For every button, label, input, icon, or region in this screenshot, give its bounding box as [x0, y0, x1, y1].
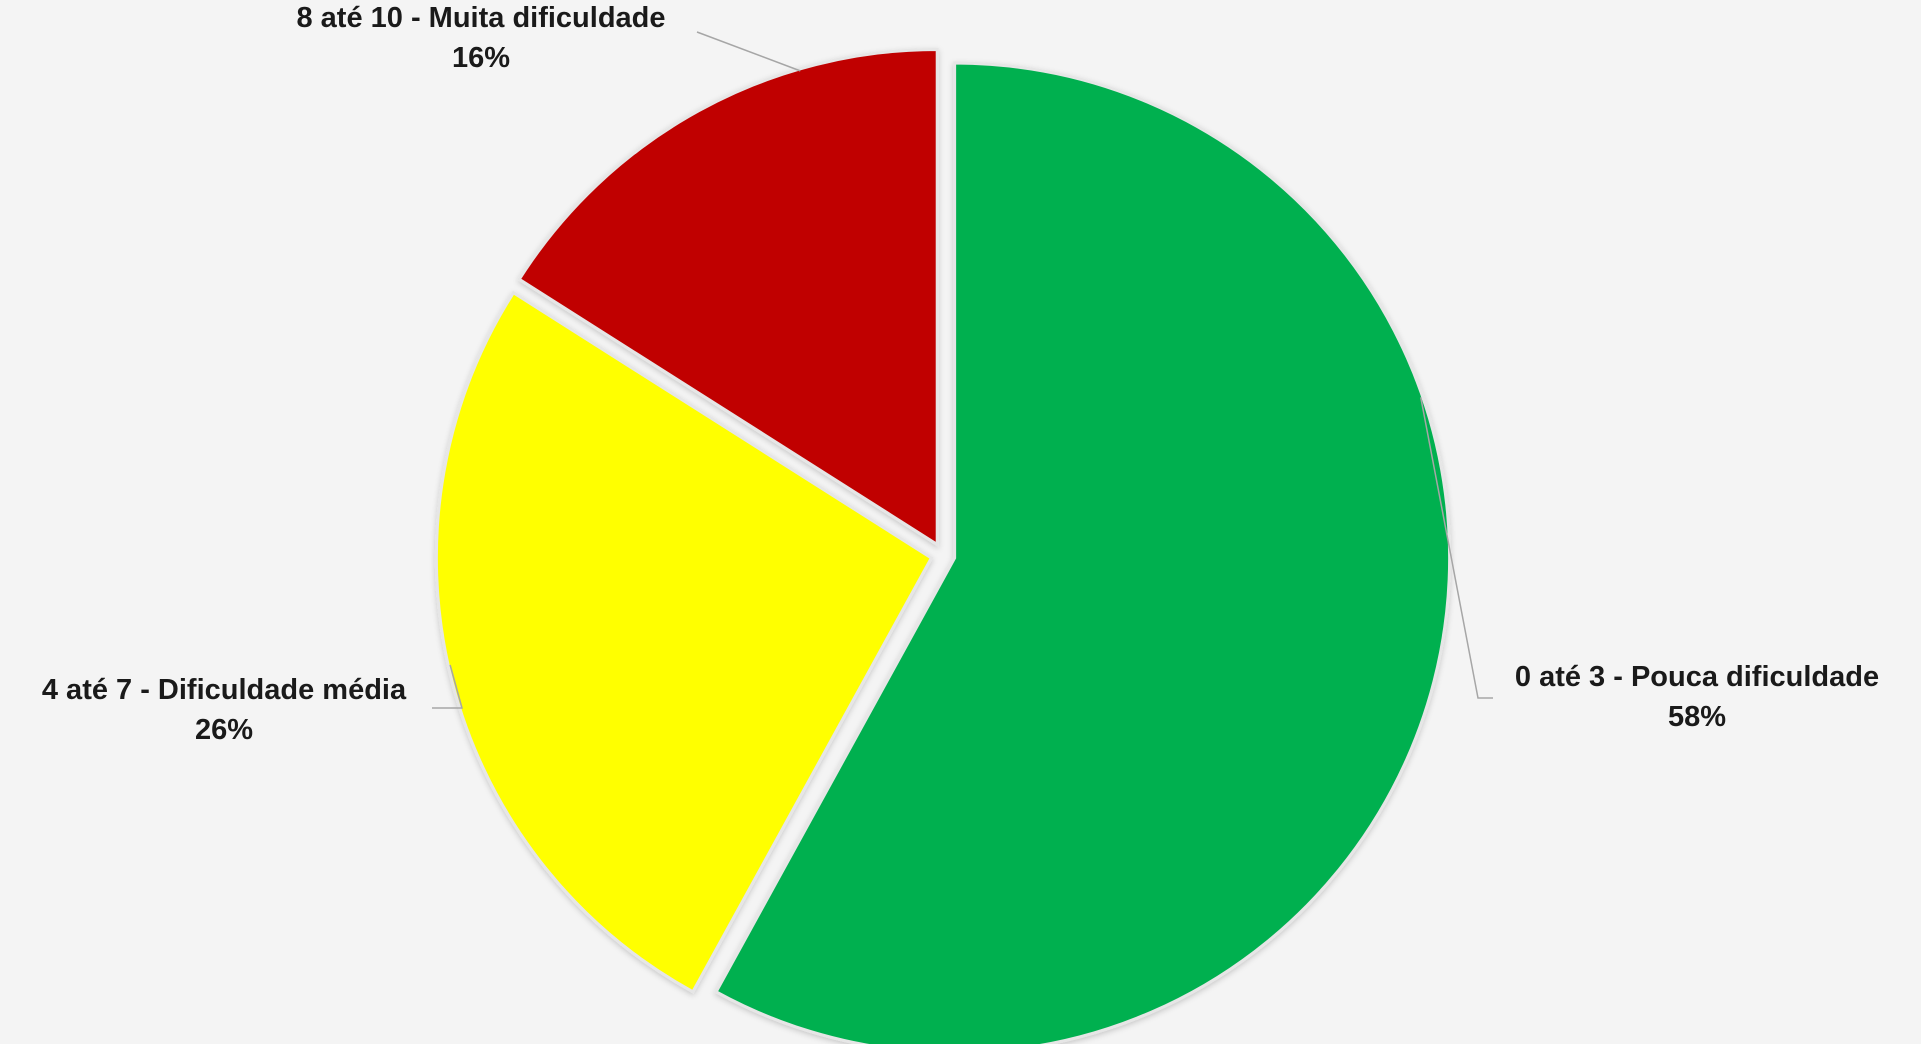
slice-percent-label-1: 58% — [1668, 701, 1726, 733]
leader-line-3 — [696, 31, 801, 72]
slice-percent-label-3: 16% — [452, 42, 510, 74]
leader-line-1 — [1420, 397, 1493, 699]
leader-line-2 — [432, 664, 463, 709]
pie-slice-2 — [434, 290, 934, 994]
pie-slice-3 — [517, 47, 939, 548]
slice-category-label-3: 8 até 10 - Muita dificuldade — [296, 2, 665, 34]
slice-category-label-1: 0 até 3 - Pouca dificuldade — [1515, 661, 1879, 693]
slice-category-label-2: 4 até 7 - Dificuldade média — [42, 674, 407, 706]
slice-percent-label-2: 26% — [195, 714, 253, 746]
pie-slice-1 — [714, 61, 1452, 1044]
